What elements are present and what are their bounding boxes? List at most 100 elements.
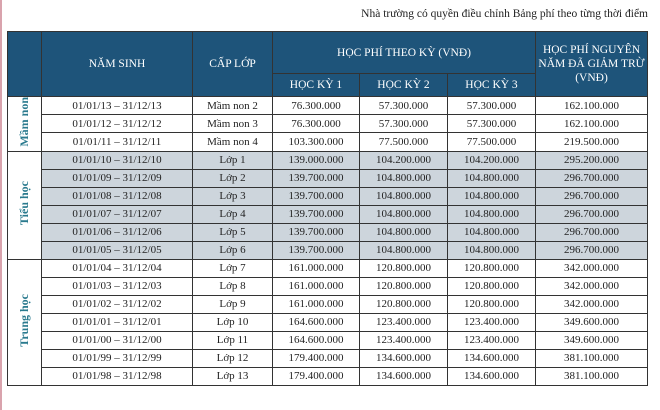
annual-fee-cell: 295.200.000 xyxy=(535,150,648,170)
table-row: 01/01/07 – 31/12/07 Lớp 4 139.700.000 104.8… xyxy=(8,204,648,224)
level-cell: Lớp 3 xyxy=(192,186,273,206)
term-3-fee-cell: 120.800.000 xyxy=(447,258,536,278)
header-level: CẤP LỚP xyxy=(192,31,273,97)
header-annual-fee: HỌC PHÍ NGUYÊN NĂM ĐÃ GIẢM TRỪ (VNĐ) xyxy=(535,31,648,97)
birth-year-cell: 01/01/05 – 31/12/05 xyxy=(41,240,193,260)
term-2-fee-cell: 104.800.000 xyxy=(359,186,448,206)
birth-year-cell: 01/01/00 – 31/12/00 xyxy=(41,330,193,350)
level-cell: Lớp 7 xyxy=(192,258,273,278)
birth-year-cell: 01/01/03 – 31/12/03 xyxy=(41,276,193,296)
birth-year-cell: 01/01/98 – 31/12/98 xyxy=(41,366,193,386)
level-cell: Lớp 11 xyxy=(192,330,273,350)
level-cell: Mầm non 3 xyxy=(192,114,273,134)
birth-year-cell: 01/01/08 – 31/12/08 xyxy=(41,186,193,206)
level-cell: Lớp 1 xyxy=(192,150,273,170)
term-2-fee-cell: 57.300.000 xyxy=(359,114,448,134)
term-2-fee-cell: 120.800.000 xyxy=(359,276,448,296)
level-cell: Lớp 2 xyxy=(192,168,273,188)
term-1-fee-cell: 161.000.000 xyxy=(272,258,360,278)
level-cell: Lớp 9 xyxy=(192,294,273,314)
annual-fee-cell: 342.000.000 xyxy=(535,294,648,314)
term-1-fee-cell: 76.300.000 xyxy=(272,95,360,116)
term-1-fee-cell: 164.600.000 xyxy=(272,330,360,350)
term-3-fee-cell: 104.800.000 xyxy=(447,186,536,206)
term-2-fee-cell: 104.800.000 xyxy=(359,240,448,260)
annual-fee-cell: 296.700.000 xyxy=(535,240,648,260)
term-3-fee-cell: 123.400.000 xyxy=(447,312,536,332)
annual-fee-cell: 296.700.000 xyxy=(535,168,648,188)
term-1-fee-cell: 139.700.000 xyxy=(272,204,360,224)
header-term-3: HỌC KỲ 3 xyxy=(447,73,536,97)
birth-year-cell: 01/01/12 – 31/12/12 xyxy=(41,114,193,134)
header-term-fee: HỌC PHÍ THEO KỲ (VNĐ) xyxy=(272,31,536,74)
fee-adjustment-note: Nhà trường có quyền điều chỉnh Bảng phí … xyxy=(361,8,648,20)
birth-year-cell: 01/01/09 – 31/12/09 xyxy=(41,168,193,188)
term-2-fee-cell: 134.600.000 xyxy=(359,366,448,386)
term-1-fee-cell: 179.400.000 xyxy=(272,366,360,386)
annual-fee-cell: 342.000.000 xyxy=(535,276,648,296)
term-1-fee-cell: 139.700.000 xyxy=(272,186,360,206)
group-label-text: Trung học xyxy=(17,293,31,347)
table-row: 01/01/00 – 31/12/00 Lớp 11 164.600.000 123.… xyxy=(8,330,648,350)
level-cell: Lớp 8 xyxy=(192,276,273,296)
term-3-fee-cell: 104.800.000 xyxy=(447,168,536,188)
term-2-fee-cell: 104.800.000 xyxy=(359,168,448,188)
table-row: 01/01/08 – 31/12/08 Lớp 3 139.700.000 104.8… xyxy=(8,186,648,206)
table-row: 01/01/03 – 31/12/03 Lớp 8 161.000.000 120.8… xyxy=(8,276,648,296)
annual-fee-cell: 162.100.000 xyxy=(535,95,648,116)
table-row: 01/01/98 – 31/12/98 Lớp 13 179.400.000 134.… xyxy=(8,366,648,386)
term-3-fee-cell: 120.800.000 xyxy=(447,276,536,296)
term-3-fee-cell: 57.300.000 xyxy=(447,114,536,134)
level-cell: Lớp 10 xyxy=(192,312,273,332)
birth-year-cell: 01/01/99 – 31/12/99 xyxy=(41,348,193,368)
term-1-fee-cell: 161.000.000 xyxy=(272,276,360,296)
group-label-text: Tiểu học xyxy=(17,181,31,226)
level-cell: Lớp 5 xyxy=(192,222,273,242)
annual-fee-cell: 296.700.000 xyxy=(535,186,648,206)
birth-year-cell: 01/01/04 – 31/12/04 xyxy=(41,258,193,278)
term-3-fee-cell: 104.800.000 xyxy=(447,240,536,260)
level-cell: Mầm non 2 xyxy=(192,95,273,116)
term-1-fee-cell: 179.400.000 xyxy=(272,348,360,368)
group-label-text: Mầm non xyxy=(17,97,31,147)
table-row: 01/01/01 – 31/12/01 Lớp 10 164.600.000 123.… xyxy=(8,312,648,332)
table-row: 01/01/02 – 31/12/02 Lớp 9 161.000.000 120.8… xyxy=(8,294,648,314)
page-border xyxy=(0,0,2,410)
term-3-fee-cell: 134.600.000 xyxy=(447,348,536,368)
level-cell: Mầm non 4 xyxy=(192,132,273,152)
term-2-fee-cell: 134.600.000 xyxy=(359,348,448,368)
term-3-fee-cell: 77.500.000 xyxy=(447,132,536,152)
term-3-fee-cell: 104.200.000 xyxy=(447,150,536,170)
table-row: Tiểu học 01/01/10 – 31/12/10 Lớp 1 139.000.… xyxy=(7,150,648,260)
annual-fee-cell: 349.600.000 xyxy=(535,312,648,332)
term-1-fee-cell: 103.300.000 xyxy=(272,132,360,152)
term-1-fee-cell: 139.700.000 xyxy=(272,240,360,260)
term-1-fee-cell: 76.300.000 xyxy=(272,114,360,134)
term-3-fee-cell: 134.600.000 xyxy=(447,366,536,386)
annual-fee-cell: 349.600.000 xyxy=(535,330,648,350)
term-1-fee-cell: 139.000.000 xyxy=(272,150,360,170)
birth-year-cell: 01/01/06 – 31/12/06 xyxy=(41,222,193,242)
group-label: Trung học xyxy=(7,258,42,386)
header-term-2: HỌC KỲ 2 xyxy=(359,73,448,97)
group-header xyxy=(7,31,42,97)
birth-year-cell: 01/01/11 – 31/12/11 xyxy=(41,132,193,152)
term-2-fee-cell: 77.500.000 xyxy=(359,132,448,152)
term-3-fee-cell: 120.800.000 xyxy=(447,294,536,314)
annual-fee-cell: 342.000.000 xyxy=(535,258,648,278)
annual-fee-cell: 162.100.000 xyxy=(535,114,648,134)
annual-fee-cell: 296.700.000 xyxy=(535,204,648,224)
annual-fee-cell: 219.500.000 xyxy=(535,132,648,152)
term-2-fee-cell: 123.400.000 xyxy=(359,312,448,332)
term-2-fee-cell: 57.300.000 xyxy=(359,95,448,116)
term-2-fee-cell: 120.800.000 xyxy=(359,294,448,314)
term-2-fee-cell: 104.800.000 xyxy=(359,204,448,224)
table-row: 01/01/05 – 31/12/05 Lớp 6 139.700.000 104.8… xyxy=(8,240,648,260)
annual-fee-cell: 381.100.000 xyxy=(535,366,648,386)
level-cell: Lớp 4 xyxy=(192,204,273,224)
table-row: 01/01/99 – 31/12/99 Lớp 12 179.400.000 134.… xyxy=(8,348,648,368)
term-1-fee-cell: 161.000.000 xyxy=(272,294,360,314)
birth-year-cell: 01/01/10 – 31/12/10 xyxy=(41,150,193,170)
level-cell: Lớp 6 xyxy=(192,240,273,260)
term-1-fee-cell: 139.700.000 xyxy=(272,168,360,188)
